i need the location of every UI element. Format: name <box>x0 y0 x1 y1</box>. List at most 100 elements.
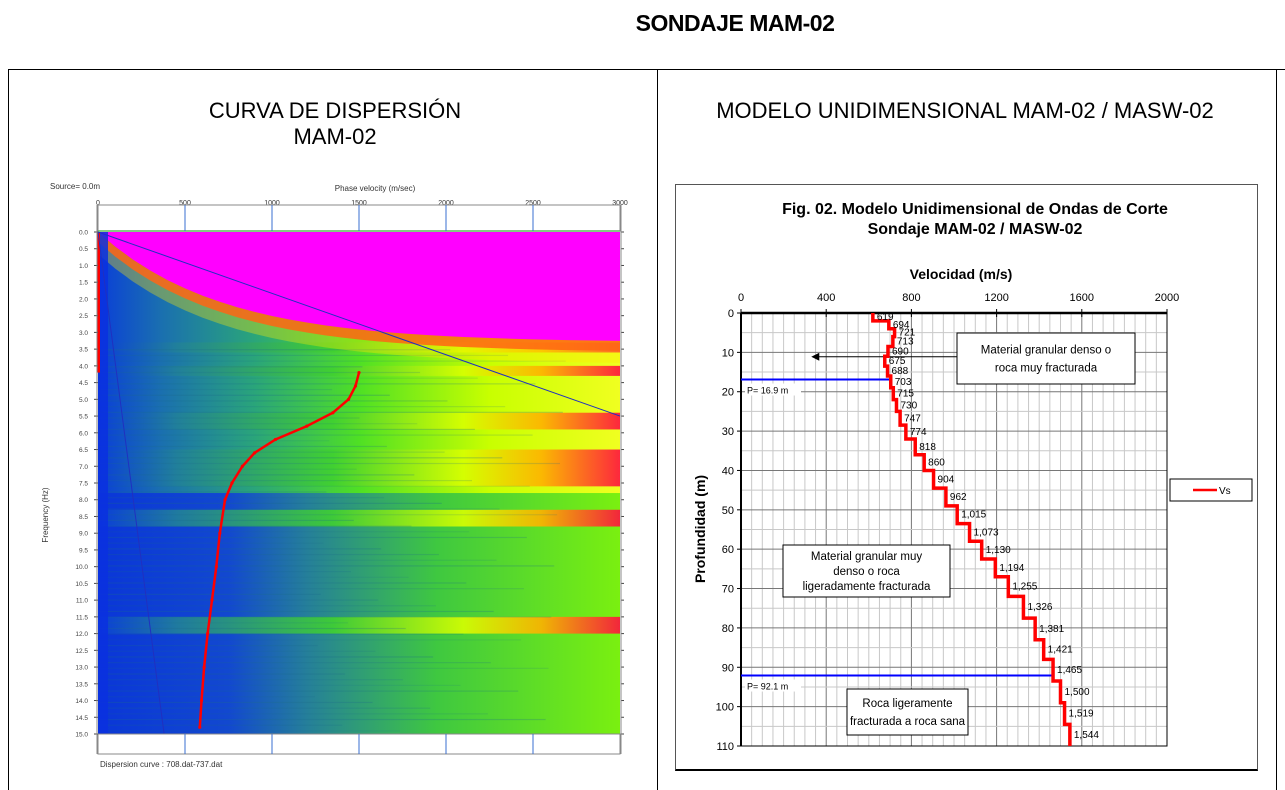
annotation-text: ligeradamente fracturada <box>803 581 931 593</box>
dispersion-y-tick: 9.0 <box>79 531 88 538</box>
heatmap-high-energy-band <box>98 342 620 353</box>
dispersion-y-tick: 13.5 <box>75 681 88 688</box>
heatmap-streak <box>98 371 421 374</box>
heatmap-streak <box>98 599 379 601</box>
annotation-box <box>782 544 951 598</box>
annotation-text: roca muy fracturada <box>995 363 1098 375</box>
dispersion-curve-point <box>273 437 278 442</box>
heatmap-streak <box>98 445 387 448</box>
arrow-left-icon <box>811 352 820 361</box>
heatmap-streak <box>98 468 357 470</box>
vs-y-tick: 70 <box>722 584 734 596</box>
heatmap-streak <box>98 400 448 402</box>
dispersion-x-tick: 2000 <box>438 200 454 207</box>
vs-value-label: 675 <box>889 356 906 367</box>
dispersion-title-line1: CURVA DE DISPERSIÓN <box>208 98 462 123</box>
vs-x-axis-title: Velocidad (m/s) <box>910 266 1013 282</box>
heatmap-streak <box>98 588 524 590</box>
table-border-top <box>8 69 1285 70</box>
heatmap-streak <box>98 639 522 641</box>
dispersion-y-tick: 8.0 <box>79 497 88 504</box>
heatmap-streak <box>98 718 546 721</box>
annotation-text: Roca ligeramente <box>862 698 952 710</box>
vs-x-tick: 1600 <box>1070 292 1094 304</box>
heatmap-streak <box>98 605 436 607</box>
vs-y-tick: 90 <box>722 662 734 674</box>
dispersion-curve-point <box>198 725 202 729</box>
heatmap-streak <box>98 411 563 413</box>
dispersion-y-tick: 7.5 <box>79 481 88 488</box>
vs-value-label: 713 <box>897 337 914 348</box>
heatmap-streak <box>98 479 473 482</box>
vs-value-label: 1,326 <box>1027 602 1052 613</box>
heatmap-streak <box>98 360 566 362</box>
heatmap-streak <box>98 497 385 499</box>
heatmap-streak <box>98 440 330 442</box>
model-panel-title: MODELO UNIDIMENSIONAL MAM-02 / MASW-02 <box>716 98 1214 123</box>
dispersion-curve-point <box>331 411 335 415</box>
dispersion-chart: Source= 0.0m Phase velocity (m/sec) 0 500… <box>41 182 628 769</box>
dispersion-y-tick: 1.0 <box>79 263 88 270</box>
vs-value-label: 688 <box>892 366 909 377</box>
heatmap-high-energy-band <box>98 509 620 527</box>
dispersion-curve-point <box>346 397 351 401</box>
heatmap-high-energy-band <box>98 365 620 376</box>
heatmap-streak <box>98 542 324 544</box>
dispersion-x-tick: 0 <box>96 200 100 207</box>
heatmap-streak <box>98 434 533 436</box>
velocity-model-chart: Fig. 02. Modelo Unidimensional de Ondas … <box>692 201 1253 753</box>
velocity-model-figure <box>675 184 1258 771</box>
heatmap-streak <box>98 428 475 430</box>
heatmap-streak <box>98 423 418 425</box>
dispersion-y-tick: 3.0 <box>79 330 88 337</box>
dispersion-y-tick: 0.5 <box>79 246 88 253</box>
vs-value-label: 1,015 <box>961 510 986 521</box>
vs-x-tick: 400 <box>817 292 835 304</box>
source-label: Source= 0.0m <box>50 182 100 191</box>
depth-marker-label-bg <box>745 679 801 692</box>
annotation-text: Material granular muy <box>811 551 922 563</box>
dispersion-footer: Dispersion curve : 708.dat-737.dat <box>100 760 223 769</box>
heatmap-streak <box>98 707 431 709</box>
dispersion-y-tick: 8.5 <box>79 514 88 521</box>
heatmap-streak <box>98 451 445 453</box>
annotation-box <box>846 688 969 736</box>
depth-marker-label-bg <box>745 383 801 396</box>
dispersion-y-tick: 3.5 <box>79 347 88 354</box>
dispersion-y-tick: 7.0 <box>79 464 88 471</box>
dispersion-curve-point <box>357 370 361 375</box>
dispersion-y-axis-title: Frequency (Hz) <box>41 487 50 542</box>
vs-value-label: 715 <box>897 389 914 400</box>
vs-x-tick: 2000 <box>1155 292 1179 304</box>
vs-value-label: 818 <box>919 442 936 453</box>
heatmap-streak <box>98 593 321 595</box>
vs-y-tick: 60 <box>722 544 734 556</box>
heatmap-streak <box>98 576 409 578</box>
dispersion-curve-point <box>214 565 218 569</box>
vs-y-tick: 40 <box>722 465 734 477</box>
dispersion-y-tick: 5.5 <box>79 414 88 421</box>
heatmap-streak <box>98 684 461 687</box>
vs-value-label: 1,073 <box>974 527 999 538</box>
dispersion-y-tick: 6.0 <box>79 430 88 437</box>
vs-value-label: 703 <box>895 377 912 388</box>
vs-value-label: 1,255 <box>1012 582 1037 593</box>
heatmap-streak <box>98 559 497 561</box>
heatmap-high-energy-band <box>98 449 620 487</box>
dispersion-curve-point <box>210 598 214 602</box>
heatmap-streak <box>98 571 351 573</box>
heatmap-high-energy-band <box>98 616 620 634</box>
vs-x-tick: 1200 <box>984 292 1008 304</box>
dispersion-curve-point <box>253 451 257 455</box>
heatmap-streak <box>98 417 360 419</box>
dispersion-y-tick: 12.0 <box>75 631 88 638</box>
heatmap-streak <box>98 622 349 624</box>
page-title: SONDAJE MAM-02 <box>635 10 835 36</box>
heatmap-streak <box>98 644 318 647</box>
dispersion-curve-point <box>240 464 245 468</box>
vs-value-label: 619 <box>877 312 894 323</box>
heatmap-streak <box>98 536 527 539</box>
heatmap-low-band <box>98 493 620 734</box>
dispersion-curve-point <box>223 498 227 502</box>
heatmap-streak <box>98 662 491 664</box>
